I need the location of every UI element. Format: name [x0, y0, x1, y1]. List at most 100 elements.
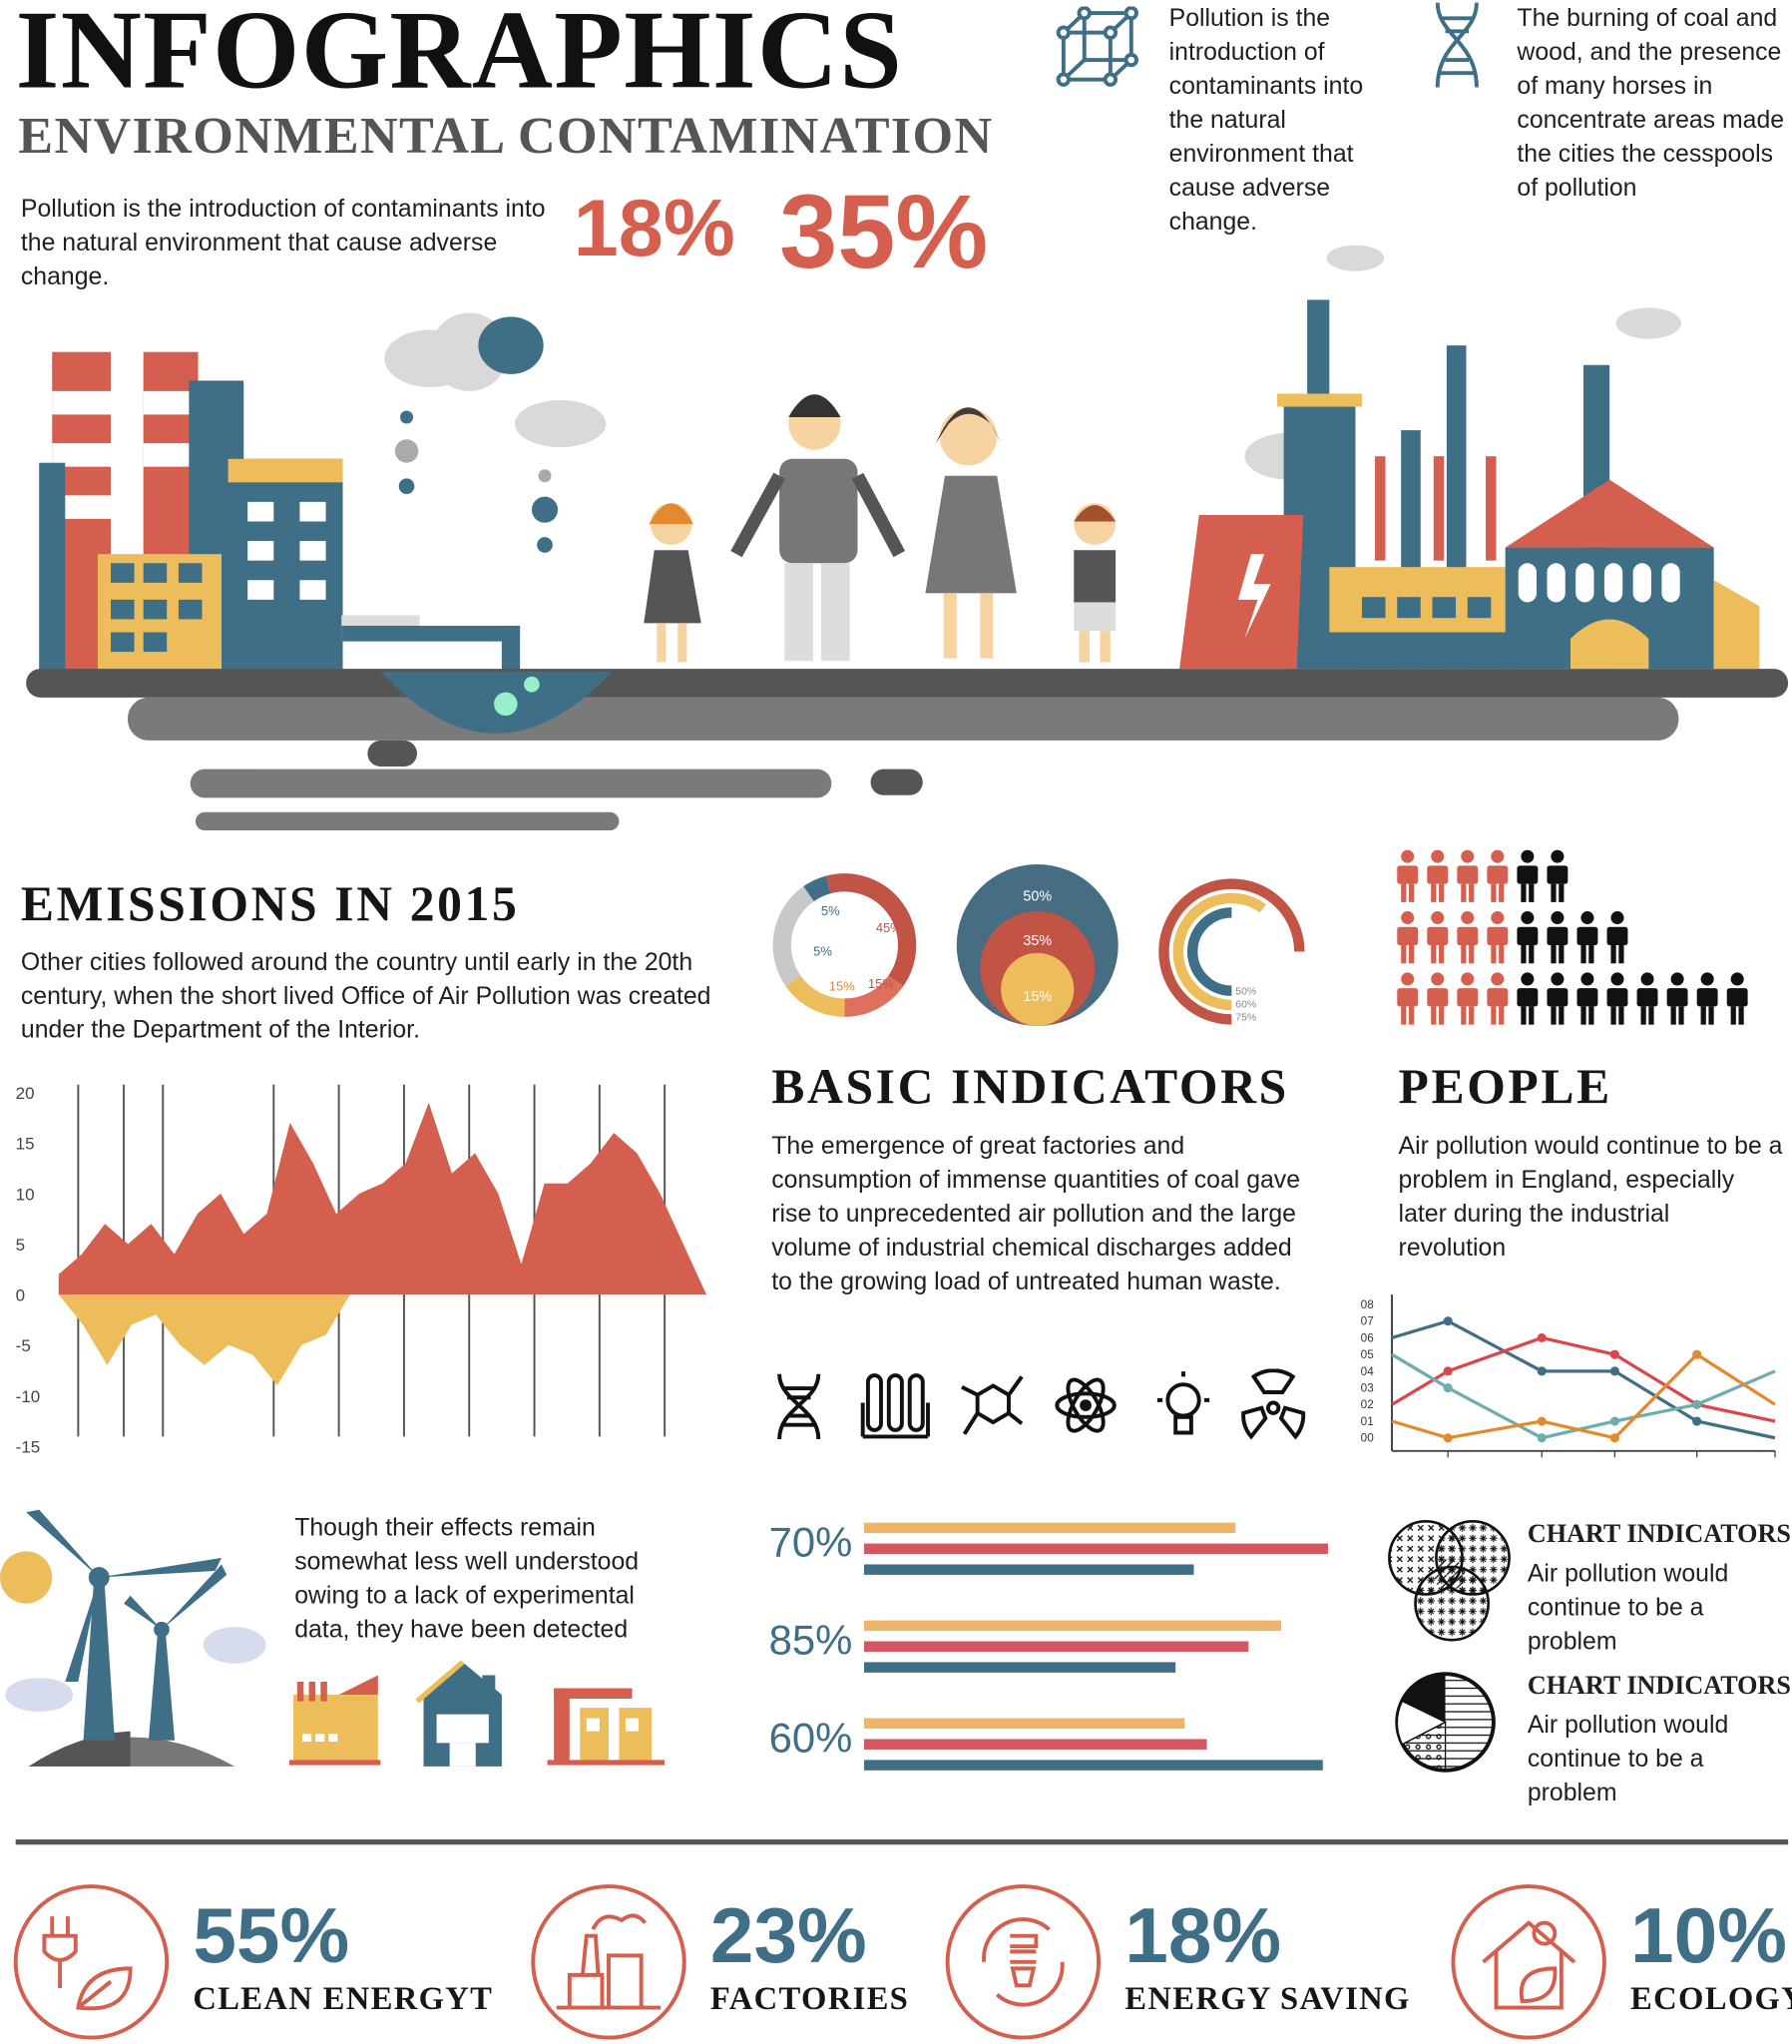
person-leg	[1521, 883, 1527, 902]
data-point	[1537, 1332, 1547, 1342]
person-body	[1397, 865, 1419, 884]
wind-turbine-illustration	[0, 1509, 266, 1767]
chart-indicator-2-text: Air pollution would continue to be a pro…	[1527, 1712, 1729, 1807]
series-line	[1391, 1352, 1776, 1440]
chart-indicator-1-text: Air pollution would continue to be a pro…	[1527, 1560, 1729, 1656]
y-tick-label: 00	[1361, 1432, 1375, 1445]
person-leg	[1431, 883, 1437, 902]
person-leg	[1551, 1006, 1557, 1025]
person-head	[1491, 849, 1505, 863]
venn-pattern-icon	[1388, 1520, 1511, 1642]
person-body	[1696, 988, 1718, 1007]
person-leg	[1431, 1006, 1437, 1025]
person-leg	[1551, 944, 1557, 964]
molecule-icon	[961, 1375, 1024, 1435]
person-leg	[1491, 944, 1497, 964]
circle-label: 15%	[1023, 989, 1052, 1005]
person-icon	[1487, 972, 1509, 1025]
fact-1-text: Pollution is the introduction of contami…	[1168, 5, 1364, 237]
people-title: PEOPLE	[1398, 1059, 1612, 1115]
person-leg	[1461, 883, 1467, 902]
person-body	[1576, 988, 1598, 1007]
person-icon	[1397, 972, 1419, 1025]
building-icons	[288, 1660, 666, 1767]
radial-label: 60%	[1235, 1000, 1256, 1011]
footer-value: 23%	[709, 1891, 867, 1979]
person-head	[1431, 911, 1445, 925]
person-leg	[1439, 883, 1445, 902]
person-icon	[1517, 972, 1539, 1025]
person-head	[1491, 911, 1505, 925]
data-point	[1443, 1316, 1453, 1326]
person-head	[1640, 972, 1654, 986]
person-body	[1517, 926, 1539, 945]
radiation-icon	[1241, 1368, 1306, 1440]
person-leg	[1521, 944, 1527, 964]
person-body	[1576, 926, 1598, 945]
chart-indicator-2-title: CHART INDICATORS	[1527, 1671, 1791, 1701]
negative-area	[58, 1294, 350, 1386]
cube-network-icon	[1056, 6, 1140, 88]
person-head	[1401, 911, 1415, 925]
person-leg	[1559, 883, 1565, 902]
y-tick-label: 01	[1361, 1415, 1374, 1428]
footer-label: ENERGY SAVING	[1124, 1981, 1411, 2017]
person-leg	[1401, 944, 1407, 964]
pie-pattern-icon	[1395, 1672, 1496, 1773]
footer-label: FACTORIES	[709, 1981, 910, 2017]
indicator-donut-charts: 5% 45% 5% 15% 15% 50% 35% 15% 50% 60% 75%	[772, 864, 1305, 1026]
person-leg	[1461, 944, 1467, 964]
person-leg	[1559, 944, 1565, 964]
bar	[864, 1760, 1324, 1771]
person-leg	[1529, 944, 1535, 964]
data-point	[1609, 1433, 1619, 1443]
bar-group-label-3: 60%	[768, 1714, 853, 1762]
people-text: Air pollution would continue to be a pro…	[1398, 1133, 1783, 1263]
y-tick-label: 04	[1361, 1365, 1375, 1378]
person-leg	[1580, 1006, 1586, 1025]
basic-indicators-text: The emergence of great factories and con…	[771, 1133, 1301, 1296]
y-tick-label: 02	[1361, 1398, 1374, 1411]
emissions-title: EMISSIONS IN 2015	[20, 877, 520, 932]
person-leg	[1499, 883, 1505, 902]
person-icon	[1397, 849, 1419, 902]
person-leg	[1499, 1006, 1505, 1025]
person-body	[1666, 988, 1688, 1007]
donut-label: 5%	[813, 943, 832, 958]
person-leg	[1529, 1006, 1535, 1025]
person-body	[1547, 926, 1568, 945]
person-icon	[1397, 911, 1419, 964]
person-leg	[1491, 1006, 1497, 1025]
person-body	[1606, 926, 1628, 945]
person-head	[1610, 911, 1624, 925]
radial-label: 75%	[1235, 1013, 1256, 1024]
data-point	[1537, 1366, 1547, 1376]
series-line	[1391, 1318, 1776, 1440]
person-icon	[1457, 911, 1479, 964]
person-head	[1401, 849, 1415, 863]
data-point	[1692, 1416, 1702, 1426]
person-body	[1427, 988, 1449, 1007]
person-leg	[1618, 944, 1624, 964]
person-body	[1636, 988, 1658, 1007]
data-point	[1609, 1349, 1619, 1359]
stat-18: 18%	[573, 184, 735, 274]
person-leg	[1521, 1006, 1527, 1025]
person-body	[1547, 988, 1568, 1007]
city-pollution-illustration	[26, 245, 1789, 831]
y-tick-label: 15	[16, 1135, 35, 1154]
factory-icon	[531, 1884, 686, 2040]
person-body	[1427, 865, 1449, 884]
person-head	[1461, 972, 1475, 986]
person-icon	[1666, 972, 1688, 1025]
person-icon	[1576, 911, 1598, 964]
person-icon	[1427, 972, 1449, 1025]
person-head	[1521, 911, 1535, 925]
person-body	[1606, 988, 1628, 1007]
person-body	[1487, 988, 1509, 1007]
person-leg	[1499, 944, 1505, 964]
person-leg	[1618, 1006, 1624, 1025]
donut-segment	[803, 875, 831, 902]
page-title: INFOGRAPHICS	[15, 0, 904, 113]
bar-group-label-2: 85%	[768, 1616, 853, 1664]
